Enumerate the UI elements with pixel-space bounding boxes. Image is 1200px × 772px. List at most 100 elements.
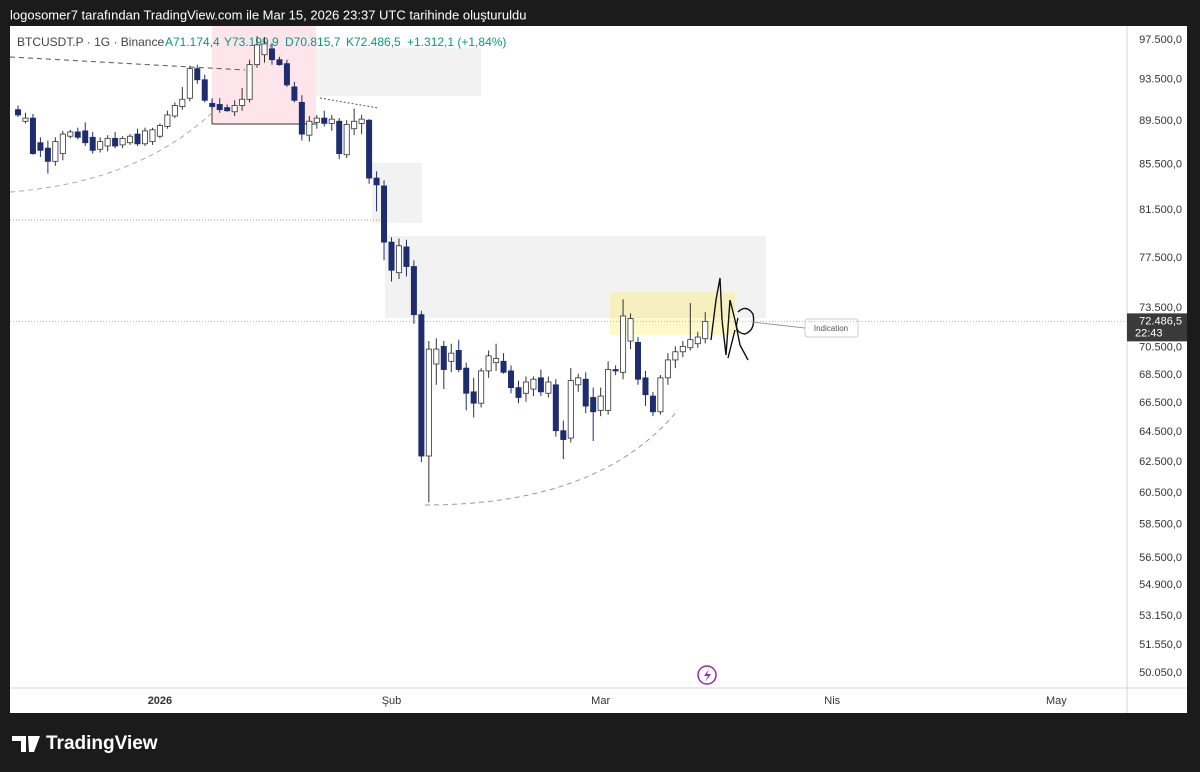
candle-body	[216, 104, 223, 111]
candle-body	[597, 395, 604, 411]
y-tick-label: 73.500,0	[1139, 302, 1182, 314]
y-tick-label: 93.500,0	[1139, 74, 1182, 86]
candle-body	[679, 346, 686, 353]
candle-body	[500, 360, 507, 373]
zone-gray	[316, 48, 481, 96]
candle-body	[44, 147, 51, 162]
y-tick-label: 70.500,0	[1139, 342, 1182, 354]
candle-body	[321, 117, 328, 124]
candle-body	[186, 68, 193, 99]
candle-body	[642, 377, 649, 396]
candle-body	[687, 339, 694, 349]
candle-body	[261, 43, 268, 56]
y-tick-label: 53.150,0	[1139, 610, 1182, 622]
candle-body	[134, 133, 141, 145]
candle-body	[702, 320, 709, 340]
y-tick-label: 56.500,0	[1139, 552, 1182, 564]
candle-body	[313, 117, 320, 123]
candle-body	[478, 370, 485, 404]
y-tick-label: 89.500,0	[1139, 115, 1182, 127]
candle-body	[552, 384, 559, 432]
candle-body	[590, 397, 597, 413]
brand-logo	[12, 736, 40, 752]
candle-body	[119, 137, 126, 146]
candle-body	[283, 63, 290, 86]
candle-body	[141, 130, 148, 145]
candle-body	[179, 98, 186, 107]
candle-body	[328, 118, 335, 124]
candle-body	[201, 79, 208, 101]
candle-body	[395, 245, 402, 274]
candle-body	[582, 378, 589, 407]
candle-body	[74, 131, 81, 138]
candle-body	[104, 137, 111, 147]
callout-text: Indication	[814, 324, 848, 333]
candle-body	[22, 117, 29, 122]
y-tick-label: 81.500,0	[1139, 204, 1182, 216]
candle-body	[14, 109, 21, 116]
candle-body	[298, 101, 305, 135]
y-tick-label: 62.500,0	[1139, 456, 1182, 468]
trend-line	[9, 56, 246, 71]
symbol: BTCUSDT.P · 1G · Binance	[17, 35, 164, 49]
candle-body	[246, 64, 253, 100]
candle-body	[433, 348, 440, 365]
candle-body	[97, 141, 104, 150]
candle-body	[336, 120, 343, 155]
y-tick-label: 60.500,0	[1139, 487, 1182, 499]
candle-body	[254, 44, 261, 66]
candle-body	[276, 59, 283, 66]
x-tick-label: 2026	[148, 695, 172, 707]
candle-body	[463, 367, 470, 394]
candle-body	[164, 114, 171, 127]
candle-body	[89, 136, 96, 151]
zone-gray	[372, 163, 422, 223]
candle-body	[649, 395, 656, 413]
y-tick-label: 51.550,0	[1139, 639, 1182, 651]
freehand	[710, 277, 755, 361]
y-tick-label: 64.500,0	[1139, 426, 1182, 438]
candle-body	[508, 370, 515, 389]
callout-line	[751, 321, 806, 329]
header-text: logosomer7 tarafından TradingView.com il…	[10, 7, 526, 22]
arc-line	[9, 109, 216, 193]
candle-body	[635, 341, 642, 380]
candle-body	[373, 177, 380, 186]
callout-box	[804, 318, 859, 338]
candle-body	[627, 318, 634, 342]
last-price-label: 72.486,5	[1139, 315, 1182, 327]
candle-body	[657, 377, 664, 413]
candle-body	[425, 348, 432, 457]
dotted-line	[319, 97, 379, 109]
legend-value: +1.312,1 (+1,84%)	[407, 35, 506, 49]
candle-body	[381, 185, 388, 243]
legend-value: K72.486,5	[346, 35, 401, 49]
events-bolt	[704, 669, 711, 682]
candle-body	[485, 355, 492, 372]
candle-body	[470, 391, 477, 404]
x-tick-label: Şub	[382, 695, 402, 707]
candle-body	[388, 241, 395, 271]
ohlc-legend: A71.174,4 Y73.199,9 D70.815,7 K72.486,5 +1.3…	[165, 35, 506, 49]
candle-body	[351, 120, 358, 130]
candle-body	[268, 48, 275, 61]
last-price-tag	[1127, 313, 1187, 342]
candle-body	[52, 141, 59, 162]
candle-body	[664, 359, 671, 379]
legend-value: Y73.199,9	[224, 35, 279, 49]
zone-gray	[385, 236, 766, 318]
candle-body	[67, 131, 74, 137]
candle-body	[530, 378, 537, 390]
y-tick-label: 54.900,0	[1139, 579, 1182, 591]
candle-body	[605, 369, 612, 411]
legend-value: A71.174,4	[165, 35, 220, 49]
y-tick-label: 77.500,0	[1139, 252, 1182, 264]
candle-body	[545, 381, 552, 394]
candle-body	[672, 351, 679, 361]
candle-body	[343, 124, 350, 156]
candle-body	[418, 314, 425, 457]
candle-body	[194, 68, 201, 81]
candle-body	[127, 135, 134, 144]
